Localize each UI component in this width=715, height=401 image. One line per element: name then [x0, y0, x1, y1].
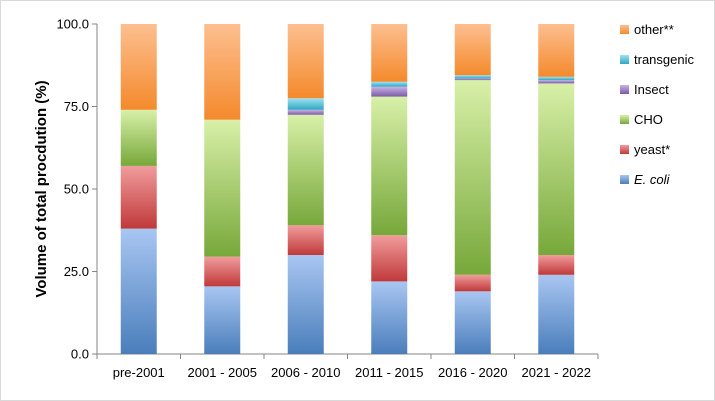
legend-item: Insect: [620, 74, 714, 104]
legend-item: CHO: [620, 104, 714, 134]
legend-swatch: [620, 174, 629, 184]
y-tick-label: 75.0: [64, 99, 89, 114]
bar-segment: [120, 24, 157, 110]
bar-segment: [538, 83, 575, 256]
bar-segment: [287, 255, 324, 354]
legend-label: other**: [634, 21, 674, 37]
bar-segment: [454, 80, 491, 275]
bar-segment: [120, 165, 157, 229]
x-tick-label: pre-2001: [113, 365, 165, 380]
bar-segment: [371, 96, 408, 236]
bar-segment: [454, 78, 491, 81]
y-axis-title: Volume of total procdution (%): [33, 80, 50, 297]
bar-segment: [454, 75, 491, 79]
y-tick-label: 100.0: [56, 17, 89, 32]
y-tick-label: 25.0: [64, 264, 89, 279]
legend-label: CHO: [634, 111, 663, 127]
legend-swatch: [620, 24, 629, 34]
bar-segment: [204, 286, 241, 354]
bar-segment: [204, 24, 241, 120]
legend-label: yeast*: [634, 141, 671, 157]
bar-segment: [371, 281, 408, 354]
bar-segment: [454, 24, 491, 76]
y-tick-label: 50.0: [64, 182, 89, 197]
x-tick-label: 2006 - 2010: [271, 365, 340, 380]
bar-segment: [204, 256, 241, 287]
y-tick-label: 0.0: [71, 347, 89, 362]
bar-segment: [538, 274, 575, 354]
legend-label: E. coli: [634, 171, 670, 187]
bar-segment: [371, 24, 408, 82]
legend-swatch: [620, 54, 629, 64]
bar-segment: [538, 76, 575, 81]
x-tick-label: 2016 - 2020: [438, 365, 507, 380]
x-tick-label: 2011 - 2015: [355, 365, 423, 380]
x-tick-label: 2001 - 2005: [188, 365, 257, 380]
bar-segment: [538, 80, 575, 84]
chart-legend: other** transgenic Insect CHO yeast* E. coli: [620, 14, 714, 194]
legend-swatch: [620, 144, 629, 154]
bar-segment: [538, 24, 575, 77]
legend-item: yeast*: [620, 134, 714, 164]
bar-segment: [287, 109, 324, 115]
bar-segment: [371, 86, 408, 97]
bar-segment: [287, 98, 324, 110]
bar-segment: [120, 109, 157, 166]
bar-segment: [120, 228, 157, 354]
bar-segment: [371, 81, 408, 87]
legend-item: transgenic: [620, 44, 714, 74]
bar-segment: [538, 255, 575, 275]
bar-segment: [371, 235, 408, 282]
legend-item: other**: [620, 14, 714, 44]
bar-segment: [204, 119, 241, 257]
bar-segment: [287, 114, 324, 226]
bar-segment: [287, 225, 324, 255]
bar-segment: [287, 24, 324, 99]
legend-label: transgenic: [634, 51, 694, 67]
legend-swatch: [620, 84, 629, 94]
bar-segment: [454, 274, 491, 292]
x-tick-label: 2021 - 2022: [522, 365, 591, 380]
legend-item: E. coli: [620, 164, 714, 194]
legend-label: Insect: [634, 81, 669, 97]
bar-segment: [454, 291, 491, 354]
legend-swatch: [620, 114, 629, 124]
